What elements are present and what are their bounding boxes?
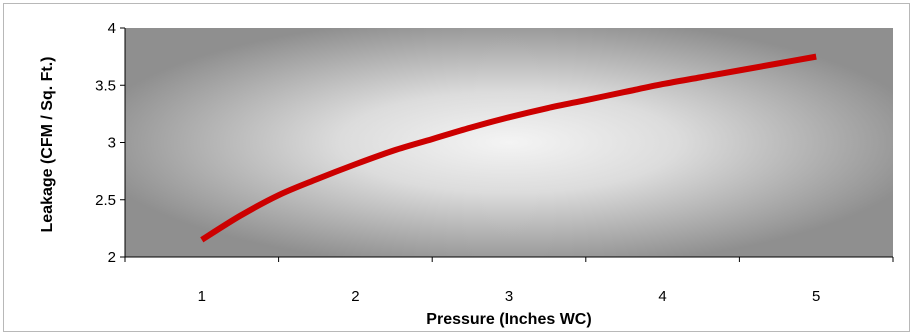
leakage-series-line (200, 53, 817, 243)
series-layer (200, 53, 817, 243)
y-tick-label: 3 (108, 135, 116, 152)
y-tick-label: 2 (108, 249, 116, 266)
x-tick-label: 3 (505, 288, 513, 305)
x-axis-title: Pressure (Inches WC) (426, 311, 591, 328)
y-tick-label: 3.5 (95, 77, 116, 94)
y-tick-label: 2.5 (95, 192, 116, 209)
y-axis-ticks: 2 2.5 3 3.5 4 (95, 20, 125, 266)
x-axis-ticks: 1 2 3 4 5 (124, 257, 894, 305)
x-tick-label: 5 (812, 288, 820, 305)
y-tick-label: 4 (108, 20, 116, 37)
y-axis-title: Leakage (CFM / Sq. Ft.) (39, 56, 56, 232)
x-tick-label: 4 (658, 288, 666, 305)
x-tick-label: 2 (351, 288, 359, 305)
x-tick-label: 1 (198, 288, 206, 305)
